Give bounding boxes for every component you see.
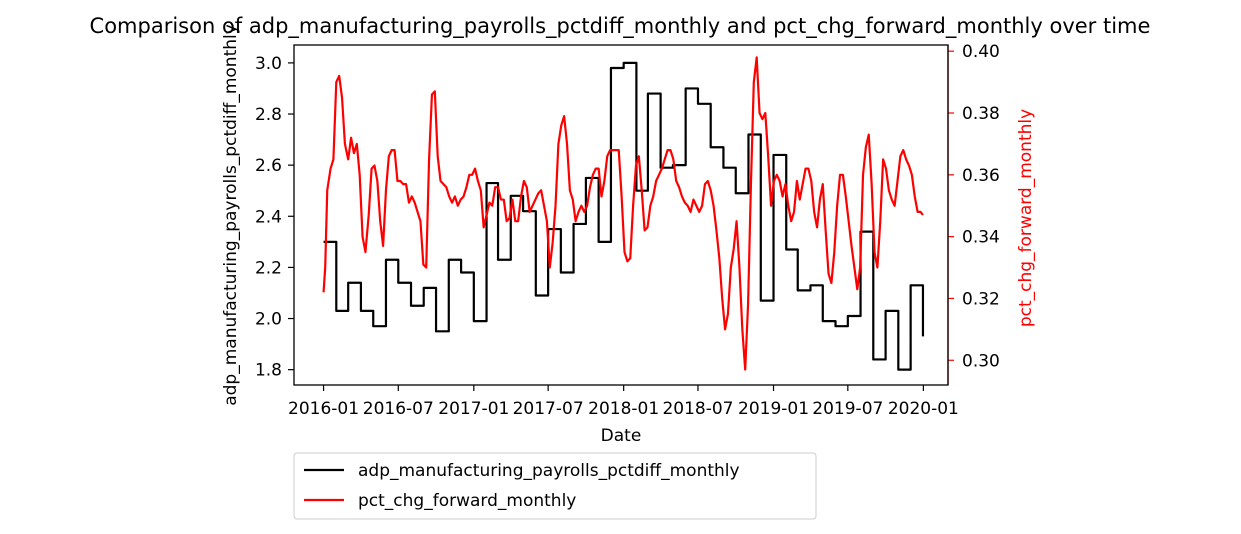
x-tick-label-2018-07: 2018-07 [662,399,733,419]
chart-title: Comparison of adp_manufacturing_payrolls… [90,14,1151,39]
x-tick-label-2016-01: 2016-01 [288,399,359,419]
legend-box [293,452,817,520]
axes-layer: 2016-01 2016-07 2017-01 2017-07 2018-01 2018-… [255,42,1000,419]
y-left-tick-label-2.4: 2.4 [255,207,282,227]
y-axis-right-label: pct_chg_forward_monthly [1016,109,1036,327]
series-line-1 [322,56,924,371]
y-left-tick-label-2.2: 2.2 [255,258,282,278]
legend: adp_manufacturing_payrolls_pctdiff_month… [293,452,817,520]
y-right-tick-label-0.30: 0.30 [962,351,1000,371]
x-tick-label-2018-01: 2018-01 [588,399,659,419]
legend-label-pct-chg: pct_chg_forward_monthly [358,491,576,511]
x-tick-label-2019-01: 2019-01 [738,399,809,419]
y-axis-left-label: adp_manufacturing_payrolls_pctdiff_month… [221,24,241,406]
x-tick-label-2016-07: 2016-07 [363,399,434,419]
x-tick-label-2019-07: 2019-07 [812,399,883,419]
x-axis-label: Date [601,426,642,446]
y-left-tick-label-2.6: 2.6 [255,156,282,176]
series-layer [322,56,925,371]
y-left-tick-label-3.0: 3.0 [255,54,282,74]
legend-label-adp: adp_manufacturing_payrolls_pctdiff_month… [358,461,740,481]
y-right-tick-label-0.34: 0.34 [962,228,1000,248]
x-tick-label-2017-01: 2017-01 [438,399,509,419]
y-right-tick-label-0.32: 0.32 [962,289,1000,309]
y-left-tick-label-1.8: 1.8 [255,361,282,381]
y-left-tick-label-2.0: 2.0 [255,310,282,330]
plot-frame [293,44,949,386]
x-tick-label-2017-07: 2017-07 [513,399,584,419]
y-right-tick-label-0.40: 0.40 [962,42,1000,62]
y-right-tick-label-0.38: 0.38 [962,104,1000,124]
y-left-tick-label-2.8: 2.8 [255,105,282,125]
y-right-tick-label-0.36: 0.36 [962,166,1000,186]
x-tick-label-2020-01: 2020-01 [888,399,959,419]
series-line-0 [323,61,925,371]
